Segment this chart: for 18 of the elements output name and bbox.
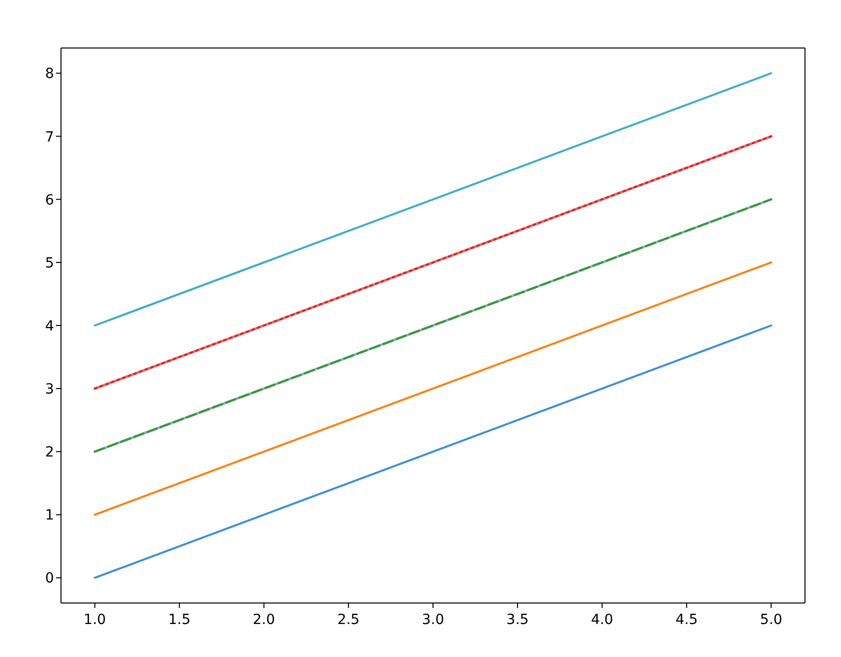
- y-tick-label: 4: [45, 318, 54, 334]
- x-tick-label: 1.5: [168, 612, 190, 628]
- y-tick-label: 6: [45, 192, 54, 208]
- x-tick-label: 2.5: [337, 612, 360, 628]
- y-tick-label: 5: [45, 255, 54, 272]
- y-tick-label: 7: [45, 129, 54, 146]
- x-tick-label: 4.0: [590, 612, 614, 628]
- x-tick-label: 3.0: [422, 612, 444, 628]
- y-tick-label: 3: [45, 382, 54, 398]
- y-tick-label: 8: [45, 66, 54, 82]
- x-tick-label: 4.5: [676, 612, 698, 628]
- x-tick-label: 5.0: [760, 612, 782, 628]
- y-tick-label: 2: [45, 444, 54, 461]
- x-tick-label: 3.5: [506, 612, 529, 628]
- y-tick-label: 1: [45, 508, 54, 524]
- y-tick-label: 0: [45, 570, 54, 587]
- x-tick-label: 2.0: [252, 612, 276, 628]
- x-tick-label: 1.0: [84, 612, 106, 628]
